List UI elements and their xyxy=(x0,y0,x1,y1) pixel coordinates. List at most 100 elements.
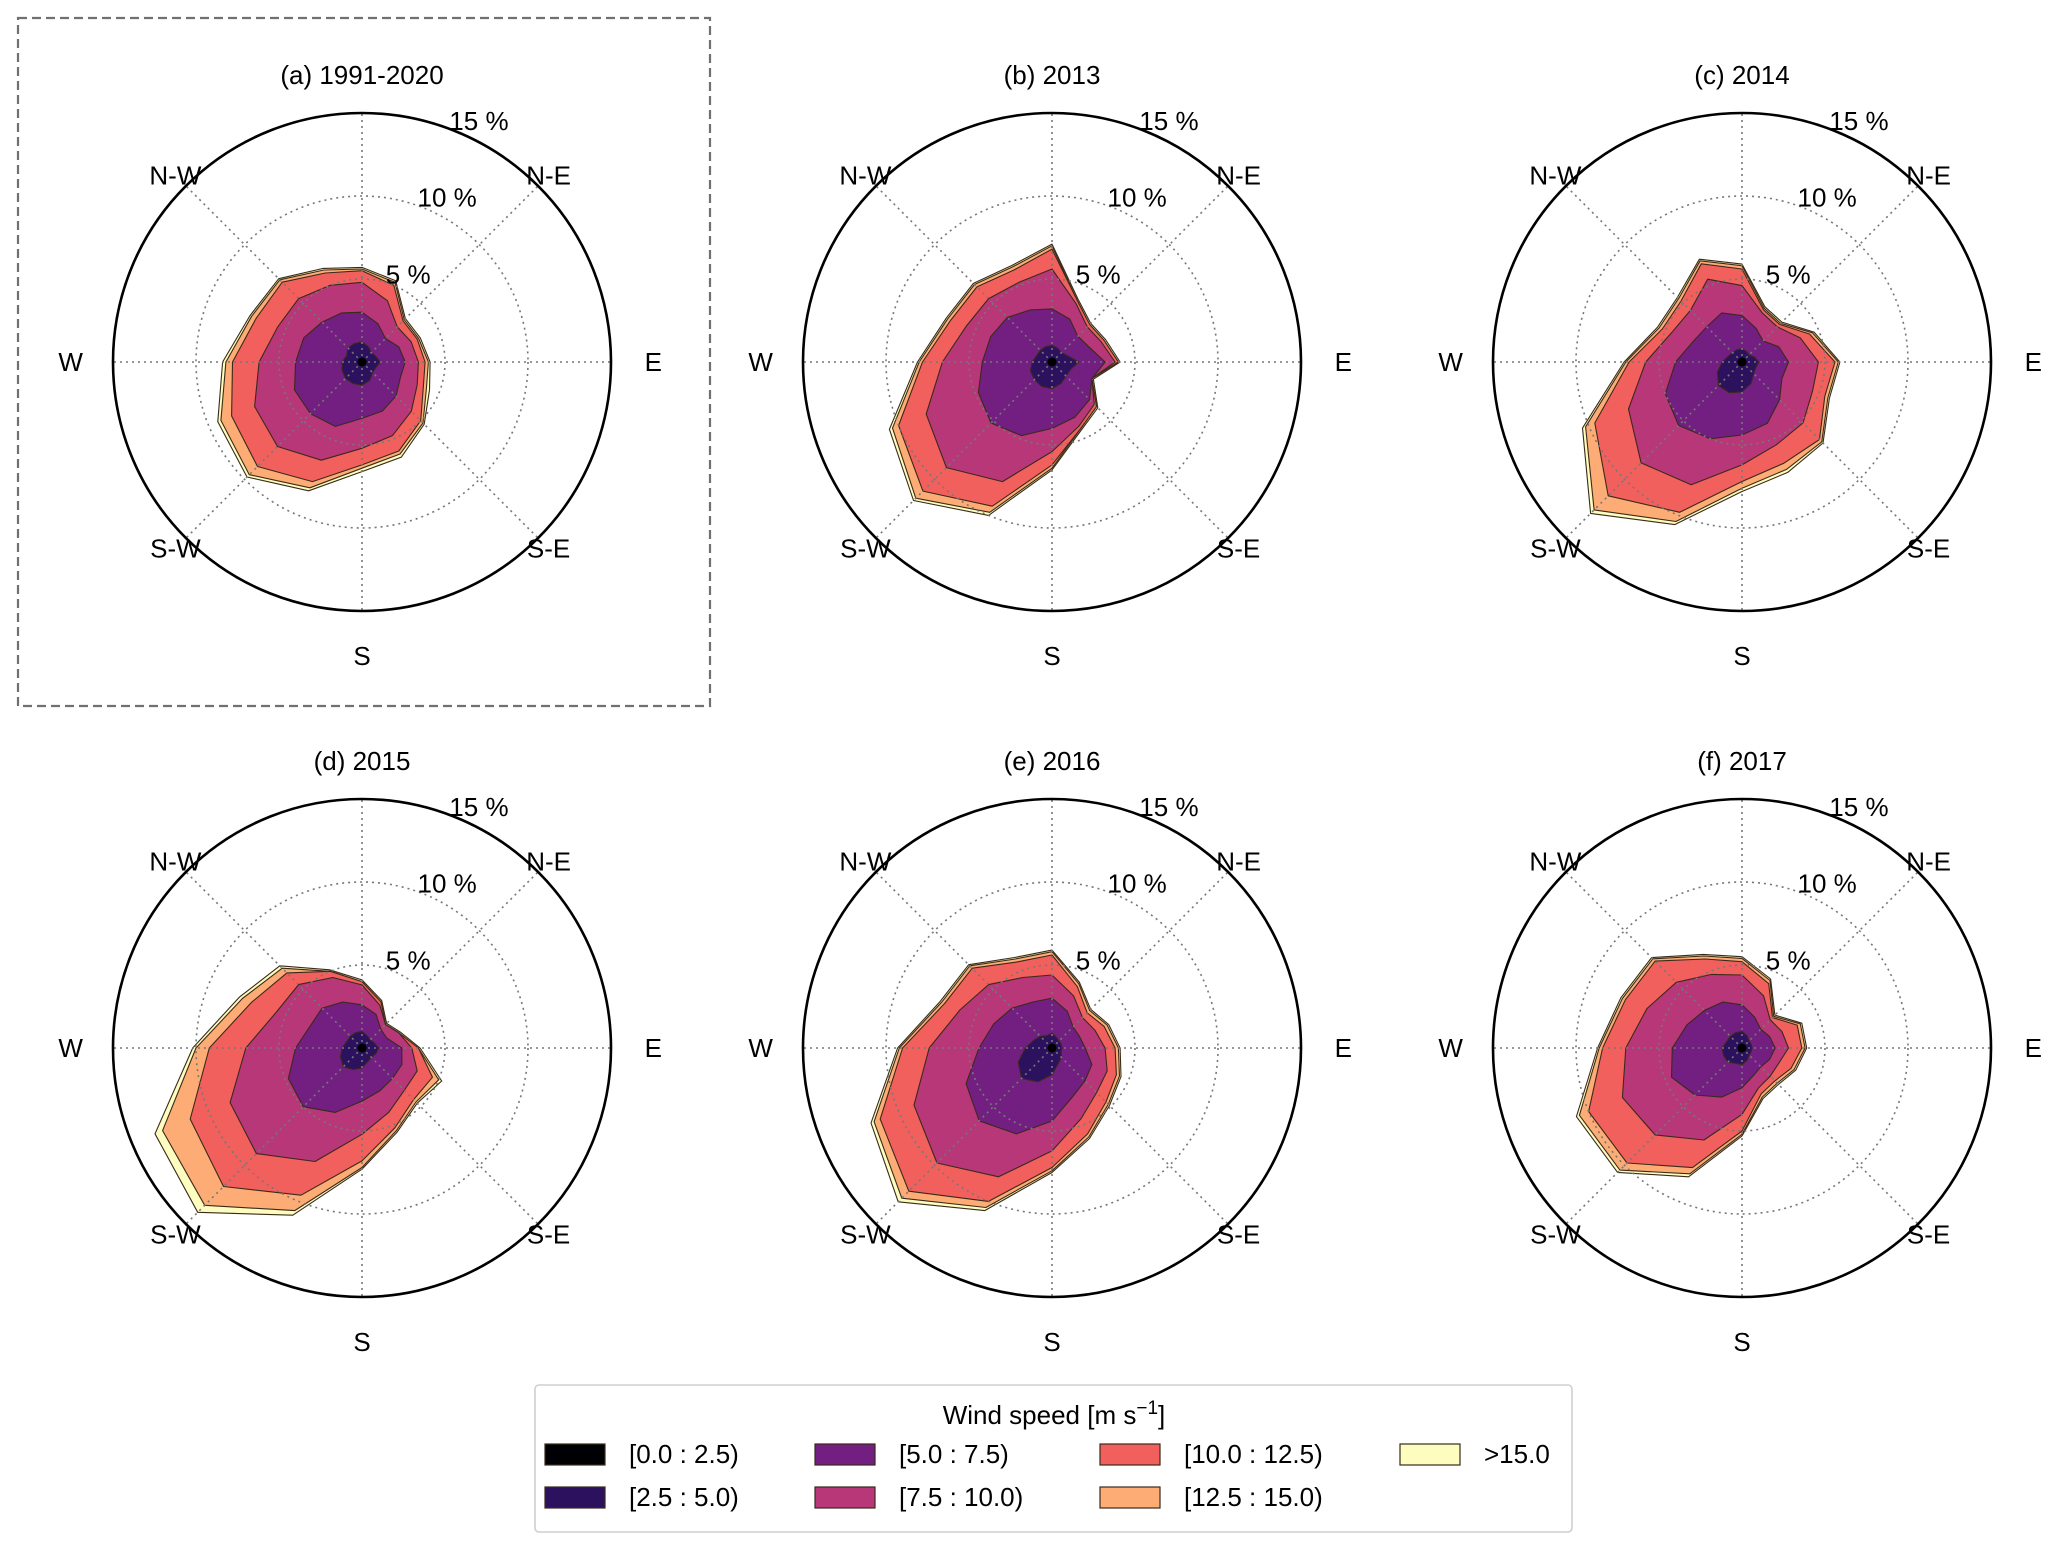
direction-label: S xyxy=(1733,1327,1750,1357)
direction-label: E xyxy=(1335,347,1352,377)
legend-swatch-5 xyxy=(1099,1486,1161,1509)
wind-rose-panel-4: (e) 2016 5 % 10 % 15 % W N-W N-E E S-E S S-W xyxy=(748,746,1352,1357)
direction-label: W xyxy=(1438,1033,1463,1063)
highlight-frame xyxy=(16,16,712,708)
direction-label: W xyxy=(1438,347,1463,377)
radial-grid-ring-0 xyxy=(278,964,446,1132)
radial-grid-ring-1 xyxy=(195,881,529,1215)
radial-tick-label: 10 % xyxy=(1798,183,1857,213)
center-marker xyxy=(1047,1043,1057,1053)
legend-label-3: [7.5 : 10.0) xyxy=(899,1482,1023,1512)
radial-tick-label: 10 % xyxy=(418,183,477,213)
wind-rose-panel-5: (f) 2017 5 % 10 % 15 % W N-W N-E E S-E S S-W xyxy=(1438,746,2042,1357)
legend-label-1: [2.5 : 5.0) xyxy=(629,1482,739,1512)
radial-grid-ring-1 xyxy=(195,195,529,529)
direction-label: N-W xyxy=(839,160,891,190)
panel-title: (d) 2015 xyxy=(314,746,411,776)
legend-swatch-6 xyxy=(1399,1443,1461,1466)
direction-label: S-E xyxy=(1907,534,1950,564)
radial-grid-ring-0 xyxy=(1658,278,1826,446)
direction-label: S xyxy=(353,641,370,671)
center-marker xyxy=(1047,357,1057,367)
direction-label: S-E xyxy=(1217,1220,1260,1250)
legend-swatch-3 xyxy=(814,1486,876,1509)
legend-swatch-4 xyxy=(1099,1443,1161,1466)
direction-label: S-W xyxy=(150,1220,201,1250)
direction-label: N-W xyxy=(1529,160,1581,190)
legend-label-4: [10.0 : 12.5) xyxy=(1184,1439,1323,1469)
radial-tick-label: 15 % xyxy=(1139,792,1198,822)
wind-rose-panel-0: (a) 1991-2020 5 % 10 % 15 % W N-W N-E E S-E S S-W xyxy=(58,60,662,671)
direction-label: W xyxy=(58,1033,83,1063)
direction-label: N-E xyxy=(1906,846,1951,876)
radial-tick-label: 15 % xyxy=(449,106,508,136)
radial-grid-ring-1 xyxy=(1575,881,1909,1215)
direction-label: S-W xyxy=(840,1220,891,1250)
direction-label: N-E xyxy=(526,160,571,190)
direction-label: N-W xyxy=(1529,846,1581,876)
radial-grid-ring-0 xyxy=(968,964,1136,1132)
direction-label: E xyxy=(645,1033,662,1063)
direction-label: S xyxy=(1043,1327,1060,1357)
outer-circle xyxy=(111,797,613,1299)
wind-rose-panel-1: (b) 2013 5 % 10 % 15 % W N-W N-E E S-E S S-W xyxy=(748,60,1352,671)
direction-label: S-E xyxy=(1907,1220,1950,1250)
direction-label: S-E xyxy=(527,1220,570,1250)
direction-label: N-E xyxy=(1906,160,1951,190)
wind-rose-panel-2: (c) 2014 5 % 10 % 15 % W N-W N-E E S-E S S-W xyxy=(1438,60,2042,671)
legend-frame xyxy=(534,1384,1573,1533)
direction-label: E xyxy=(645,347,662,377)
radial-tick-label: 15 % xyxy=(1829,792,1888,822)
radial-tick-label: 10 % xyxy=(1108,869,1167,899)
panel-title: (b) 2013 xyxy=(1004,60,1101,90)
radial-tick-label: 5 % xyxy=(1076,259,1121,289)
radial-tick-label: 5 % xyxy=(386,945,431,975)
direction-label: E xyxy=(2025,347,2042,377)
radial-grid-ring-1 xyxy=(1575,195,1909,529)
outer-circle xyxy=(801,111,1303,613)
radial-grid-ring-1 xyxy=(885,195,1219,529)
direction-label: S-E xyxy=(1217,534,1260,564)
direction-label: N-E xyxy=(1216,160,1261,190)
direction-label: S-E xyxy=(527,534,570,564)
direction-label: N-W xyxy=(149,160,201,190)
angular-grid-spoke-3 xyxy=(1741,1047,1919,1225)
center-marker xyxy=(357,357,367,367)
wind-rose-panel-3: (d) 2015 5 % 10 % 15 % W N-W N-E E S-E S S-W xyxy=(58,746,662,1357)
direction-label: S-W xyxy=(840,534,891,564)
center-marker xyxy=(1737,1043,1747,1053)
legend-label-2: [5.0 : 7.5) xyxy=(899,1439,1009,1469)
direction-label: S-W xyxy=(150,534,201,564)
direction-label: S-W xyxy=(1530,534,1581,564)
outer-circle xyxy=(1491,797,1993,1299)
panel-title: (c) 2014 xyxy=(1694,60,1789,90)
radial-tick-label: 10 % xyxy=(418,869,477,899)
direction-label: N-E xyxy=(1216,846,1261,876)
wind-speed-area-bin-1 xyxy=(1721,1030,1753,1066)
wind-speed-area-bin-1 xyxy=(1716,348,1760,394)
panel-title: (e) 2016 xyxy=(1004,746,1101,776)
direction-label: W xyxy=(58,347,83,377)
radial-tick-label: 15 % xyxy=(1829,106,1888,136)
radial-tick-label: 10 % xyxy=(1798,869,1857,899)
radial-tick-label: 5 % xyxy=(1766,259,1811,289)
outer-circle xyxy=(801,797,1303,1299)
direction-label: S xyxy=(353,1327,370,1357)
radial-tick-label: 5 % xyxy=(386,259,431,289)
legend-title: Wind speed [m s−1] xyxy=(943,1398,1166,1430)
radial-grid-ring-0 xyxy=(1658,964,1826,1132)
outer-circle xyxy=(1491,111,1993,613)
outer-circle xyxy=(111,111,613,613)
angular-grid-spoke-3 xyxy=(1051,361,1229,539)
legend-swatch-0 xyxy=(544,1443,606,1466)
direction-label: E xyxy=(1335,1033,1352,1063)
radial-tick-label: 15 % xyxy=(449,792,508,822)
legend-label-6: >15.0 xyxy=(1484,1439,1550,1469)
direction-label: E xyxy=(2025,1033,2042,1063)
direction-label: N-W xyxy=(839,846,891,876)
direction-label: W xyxy=(748,347,773,377)
direction-label: S xyxy=(1043,641,1060,671)
direction-label: S xyxy=(1733,641,1750,671)
center-marker xyxy=(1737,357,1747,367)
